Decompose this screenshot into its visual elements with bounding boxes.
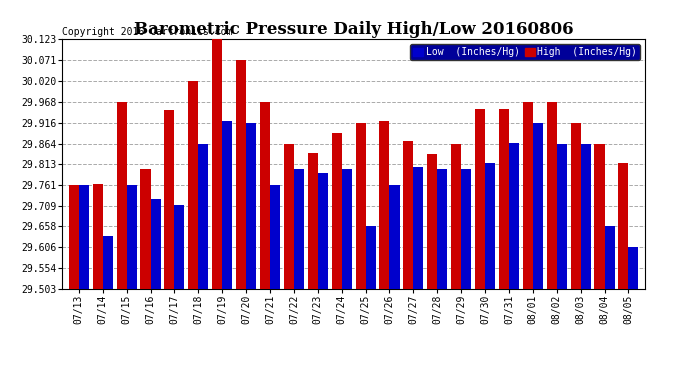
Bar	[580, 144, 591, 289]
Bar	[618, 163, 629, 289]
Bar	[595, 144, 604, 289]
Bar	[69, 184, 79, 289]
Bar	[270, 184, 280, 289]
Bar	[79, 185, 89, 289]
Bar	[141, 169, 150, 289]
Bar	[294, 169, 304, 289]
Bar	[236, 60, 246, 289]
Bar	[318, 173, 328, 289]
Bar	[308, 153, 318, 289]
Bar	[533, 123, 543, 289]
Bar	[127, 184, 137, 289]
Bar	[175, 206, 184, 289]
Bar	[413, 167, 424, 289]
Bar	[260, 102, 270, 289]
Bar	[437, 169, 447, 289]
Bar	[571, 123, 580, 289]
Bar	[427, 154, 437, 289]
Bar	[150, 199, 161, 289]
Bar	[332, 133, 342, 289]
Bar	[246, 123, 256, 289]
Bar	[451, 144, 461, 289]
Text: Copyright 2016 Cartronics.com: Copyright 2016 Cartronics.com	[62, 27, 233, 37]
Bar	[546, 102, 557, 289]
Bar	[509, 143, 519, 289]
Bar	[380, 121, 389, 289]
Bar	[117, 102, 127, 289]
Title: Barometric Pressure Daily High/Low 20160806: Barometric Pressure Daily High/Low 20160…	[134, 21, 573, 38]
Bar	[475, 109, 485, 289]
Bar	[222, 121, 233, 289]
Bar	[485, 163, 495, 289]
Bar	[284, 144, 294, 289]
Bar	[461, 169, 471, 289]
Bar	[523, 102, 533, 289]
Bar	[188, 81, 198, 289]
Bar	[404, 141, 413, 289]
Bar	[212, 39, 222, 289]
Legend: Low  (Inches/Hg), High  (Inches/Hg): Low (Inches/Hg), High (Inches/Hg)	[411, 44, 640, 60]
Bar	[499, 109, 509, 289]
Bar	[366, 226, 375, 289]
Bar	[92, 184, 103, 289]
Bar	[355, 123, 366, 289]
Bar	[629, 248, 638, 289]
Bar	[103, 236, 112, 289]
Bar	[604, 226, 615, 289]
Bar	[164, 110, 175, 289]
Bar	[198, 144, 208, 289]
Bar	[389, 184, 400, 289]
Bar	[342, 169, 352, 289]
Bar	[557, 144, 566, 289]
